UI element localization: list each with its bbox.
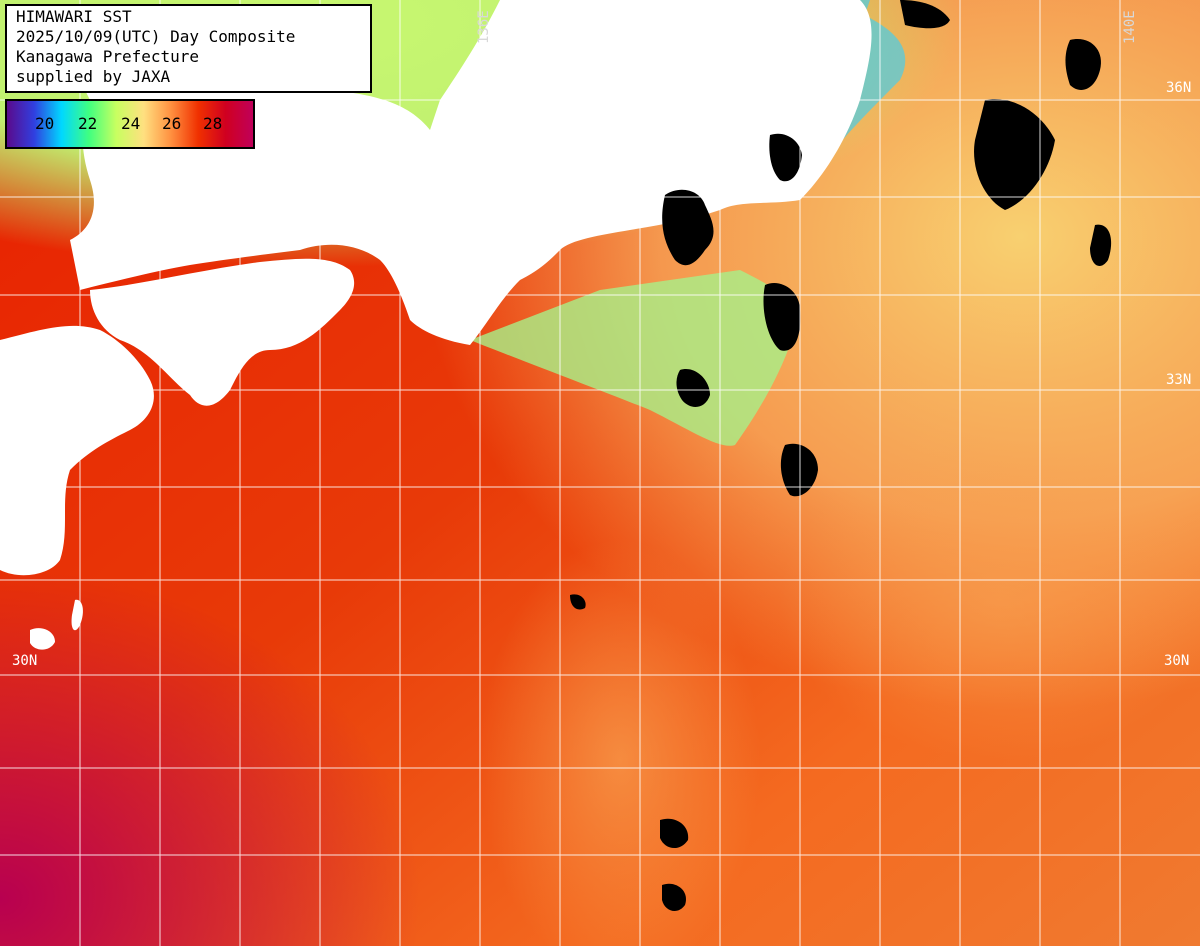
lon-label-140e: 140E [1122,10,1138,44]
legend-tick-24: 24 [121,114,141,133]
color-scale-legend: 20 22 24 26 28 [5,99,255,149]
lat-label-33n-right: 33N [1166,372,1192,388]
title-line-1: HIMAWARI SST [16,7,132,26]
legend-tick-28: 28 [203,114,223,133]
lat-label-30n-left: 30N [12,653,38,669]
lon-label-136e: 136E [476,10,492,44]
legend-tick-20: 20 [35,114,55,133]
legend-tick-22: 22 [78,114,98,133]
title-line-3: Kanagawa Prefecture [16,47,200,66]
title-line-2: 2025/10/09(UTC) Day Composite [16,27,296,46]
lat-label-30n-right: 30N [1164,653,1190,669]
lat-label-36n-right: 36N [1166,80,1192,96]
title-line-4: supplied by JAXA [16,67,171,86]
cloud-masks [570,0,1112,912]
title-box: HIMAWARI SST 2025/10/09(UTC) Day Composi… [5,4,372,93]
legend-tick-26: 26 [162,114,182,133]
